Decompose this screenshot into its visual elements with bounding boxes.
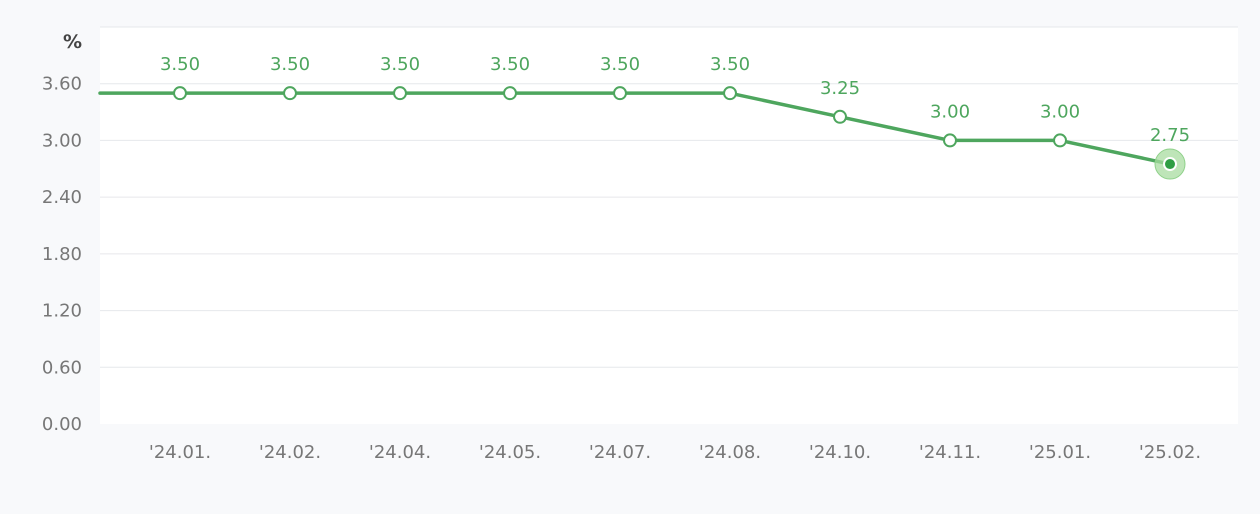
y-tick-label: 1.80 [42, 244, 82, 265]
data-label: 2.75 [1150, 125, 1190, 146]
x-tick-label: '24.02. [259, 442, 321, 463]
data-point[interactable] [613, 86, 627, 101]
y-tick-label: 3.00 [42, 130, 82, 151]
y-tick-label: 2.40 [42, 187, 82, 208]
data-label: 3.50 [490, 54, 530, 75]
x-tick-label: '24.08. [699, 442, 761, 463]
data-label: 3.50 [160, 54, 200, 75]
data-point-highlighted[interactable] [1163, 157, 1177, 172]
y-tick-label: 0.60 [42, 357, 82, 378]
x-tick-label: '24.10. [809, 442, 871, 463]
grid-lines [100, 26, 1238, 368]
data-points-layer [173, 86, 1186, 180]
x-tick-label: '24.04. [369, 442, 431, 463]
y-tick-label: 0.00 [42, 414, 82, 435]
data-point[interactable] [503, 86, 517, 101]
data-label: 3.00 [1040, 101, 1080, 122]
data-point[interactable] [833, 109, 847, 124]
y-tick-label: 3.60 [42, 74, 82, 95]
plot-background [100, 27, 1238, 424]
x-tick-label: '24.07. [589, 442, 651, 463]
y-axis-unit-label: % [63, 31, 82, 53]
data-label: 3.50 [270, 54, 310, 75]
data-labels-layer: 3.50 3.50 3.50 3.50 3.50 3.50 3.25 3.00 3.00 2.75 [160, 54, 1190, 146]
data-point[interactable] [393, 86, 407, 101]
data-label: 3.25 [820, 78, 860, 99]
y-axis-ticks: 0.00 0.60 1.20 1.80 2.40 3.00 3.60 [42, 74, 82, 435]
data-point[interactable] [173, 86, 187, 101]
data-point[interactable] [1053, 133, 1067, 148]
data-point[interactable] [283, 86, 297, 101]
data-label: 3.00 [930, 101, 970, 122]
x-tick-label: '24.05. [479, 442, 541, 463]
x-tick-label: '24.11. [919, 442, 981, 463]
data-point[interactable] [723, 86, 737, 101]
data-label: 3.50 [380, 54, 420, 75]
x-tick-label: '25.01. [1029, 442, 1091, 463]
x-tick-label: '24.01. [149, 442, 211, 463]
data-label: 3.50 [600, 54, 640, 75]
data-point[interactable] [943, 133, 957, 148]
x-tick-label: '25.02. [1139, 442, 1201, 463]
y-tick-label: 1.20 [42, 301, 82, 322]
data-label: 3.50 [710, 54, 750, 75]
x-axis-ticks: '24.01. '24.02. '24.04. '24.05. '24.07. '24.0… [149, 442, 1201, 463]
